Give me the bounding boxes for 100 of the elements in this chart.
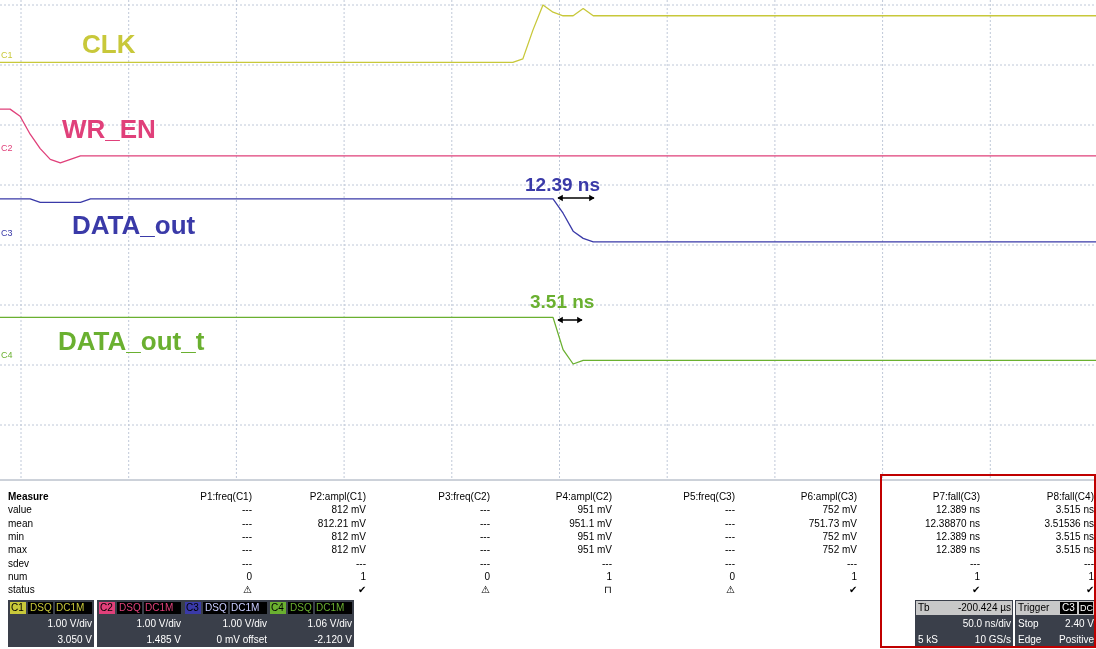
annotation: C3 (1, 228, 13, 238)
text: --- (356, 557, 366, 569)
text: --- (725, 557, 735, 569)
annotation: 12.39 ns (525, 174, 600, 195)
text: DC (1080, 603, 1094, 613)
text: 50.0 ns/div (962, 618, 1011, 629)
text: 0 (246, 570, 253, 582)
text: 3.51536 ns (1044, 517, 1094, 529)
text: --- (725, 504, 735, 516)
text: 3.515 ns (1055, 544, 1094, 556)
text: max (8, 544, 27, 556)
text: DC1M (231, 602, 260, 613)
series-label: WR_EN (62, 114, 156, 144)
text: ✔ (358, 584, 366, 596)
text: 812 mV (331, 504, 367, 516)
text: 1 (974, 570, 981, 582)
text: DSQ (30, 602, 52, 613)
text: Measure (8, 491, 50, 502)
text: ✔ (849, 584, 857, 596)
text: P6:ampl(C3) (800, 491, 857, 502)
text: --- (242, 557, 252, 569)
annotation: C4 (1, 350, 13, 360)
series-label: CLK (82, 29, 136, 59)
text: status (8, 584, 35, 596)
text: value (8, 504, 33, 516)
text: 1 (851, 570, 858, 582)
text: 0 (729, 570, 736, 582)
text: 1 (606, 570, 613, 582)
text: P1:freq(C1) (200, 491, 252, 502)
text: 951.1 mV (569, 517, 613, 529)
text: --- (1084, 557, 1094, 569)
text: --- (480, 530, 490, 542)
text: P7:fall(C3) (932, 491, 980, 502)
text: mean (8, 517, 34, 529)
annotation: C2 (1, 143, 13, 153)
text: 951 mV (577, 504, 613, 516)
text: P8:fall(C4) (1046, 491, 1094, 502)
text: DC1M (316, 602, 345, 613)
text: --- (602, 557, 612, 569)
text: 1.06 V/div (307, 618, 352, 629)
text: 12.389 ns (936, 530, 980, 542)
text: --- (480, 557, 490, 569)
text: 12.389 ns (936, 504, 980, 516)
text: --- (847, 557, 857, 569)
text: 812.21 mV (317, 517, 367, 529)
text: DSQ (290, 602, 312, 613)
text: ✔ (1086, 584, 1094, 596)
series-label: DATA_out_t (58, 326, 205, 356)
text: DC1M (56, 602, 85, 613)
text: Stop (1018, 618, 1040, 629)
text: P3:freq(C2) (438, 491, 490, 502)
text: 752 mV (822, 544, 858, 556)
text: C4 (271, 602, 285, 613)
annotation: C1 (1, 50, 13, 60)
text: ⚠ (481, 584, 490, 596)
text: 812 mV (331, 530, 367, 542)
text: -2.120 V (314, 634, 353, 645)
text: ⚠ (243, 584, 252, 596)
text: 751.73 mV (808, 517, 858, 529)
text: --- (242, 517, 252, 529)
text: P2:ampl(C1) (309, 491, 366, 502)
text: P5:freq(C3) (683, 491, 735, 502)
text: 951 mV (577, 530, 613, 542)
text: ✔ (972, 584, 980, 596)
text: C1 (11, 602, 25, 613)
annotation: 3.51 ns (530, 291, 595, 312)
text: DSQ (119, 602, 141, 613)
text: P4:ampl(C2) (555, 491, 612, 502)
text: C2 (100, 602, 114, 613)
text: DSQ (205, 602, 227, 613)
text: Trigger (1018, 602, 1050, 613)
text: sdev (8, 557, 30, 569)
text: 1.00 V/div (47, 618, 92, 629)
text: -200.424 µs (957, 602, 1011, 613)
text: 2.40 V (1065, 618, 1095, 629)
text: ⚠ (726, 584, 735, 596)
text: --- (970, 557, 980, 569)
text: Positive (1058, 634, 1095, 645)
text: --- (242, 530, 252, 542)
text: 752 mV (822, 504, 858, 516)
text: 812 mV (331, 544, 367, 556)
text: 1 (1088, 570, 1095, 582)
text: 12.389 ns (936, 544, 980, 556)
text: num (8, 570, 28, 582)
text: --- (480, 517, 490, 529)
text: 3.515 ns (1055, 504, 1094, 516)
text: 752 mV (822, 530, 858, 542)
text: --- (725, 544, 735, 556)
text: 3.050 V (57, 634, 93, 645)
text: 12.38870 ns (924, 517, 980, 529)
text: 0 mV offset (216, 634, 268, 645)
series-label: DATA_out (72, 210, 196, 240)
text: 1 (360, 570, 367, 582)
text: --- (725, 517, 735, 529)
text: --- (480, 504, 490, 516)
text: --- (242, 544, 252, 556)
text: --- (480, 544, 490, 556)
text: 1.485 V (146, 634, 182, 645)
text: 951 mV (577, 544, 613, 556)
text: 3.515 ns (1055, 530, 1094, 542)
